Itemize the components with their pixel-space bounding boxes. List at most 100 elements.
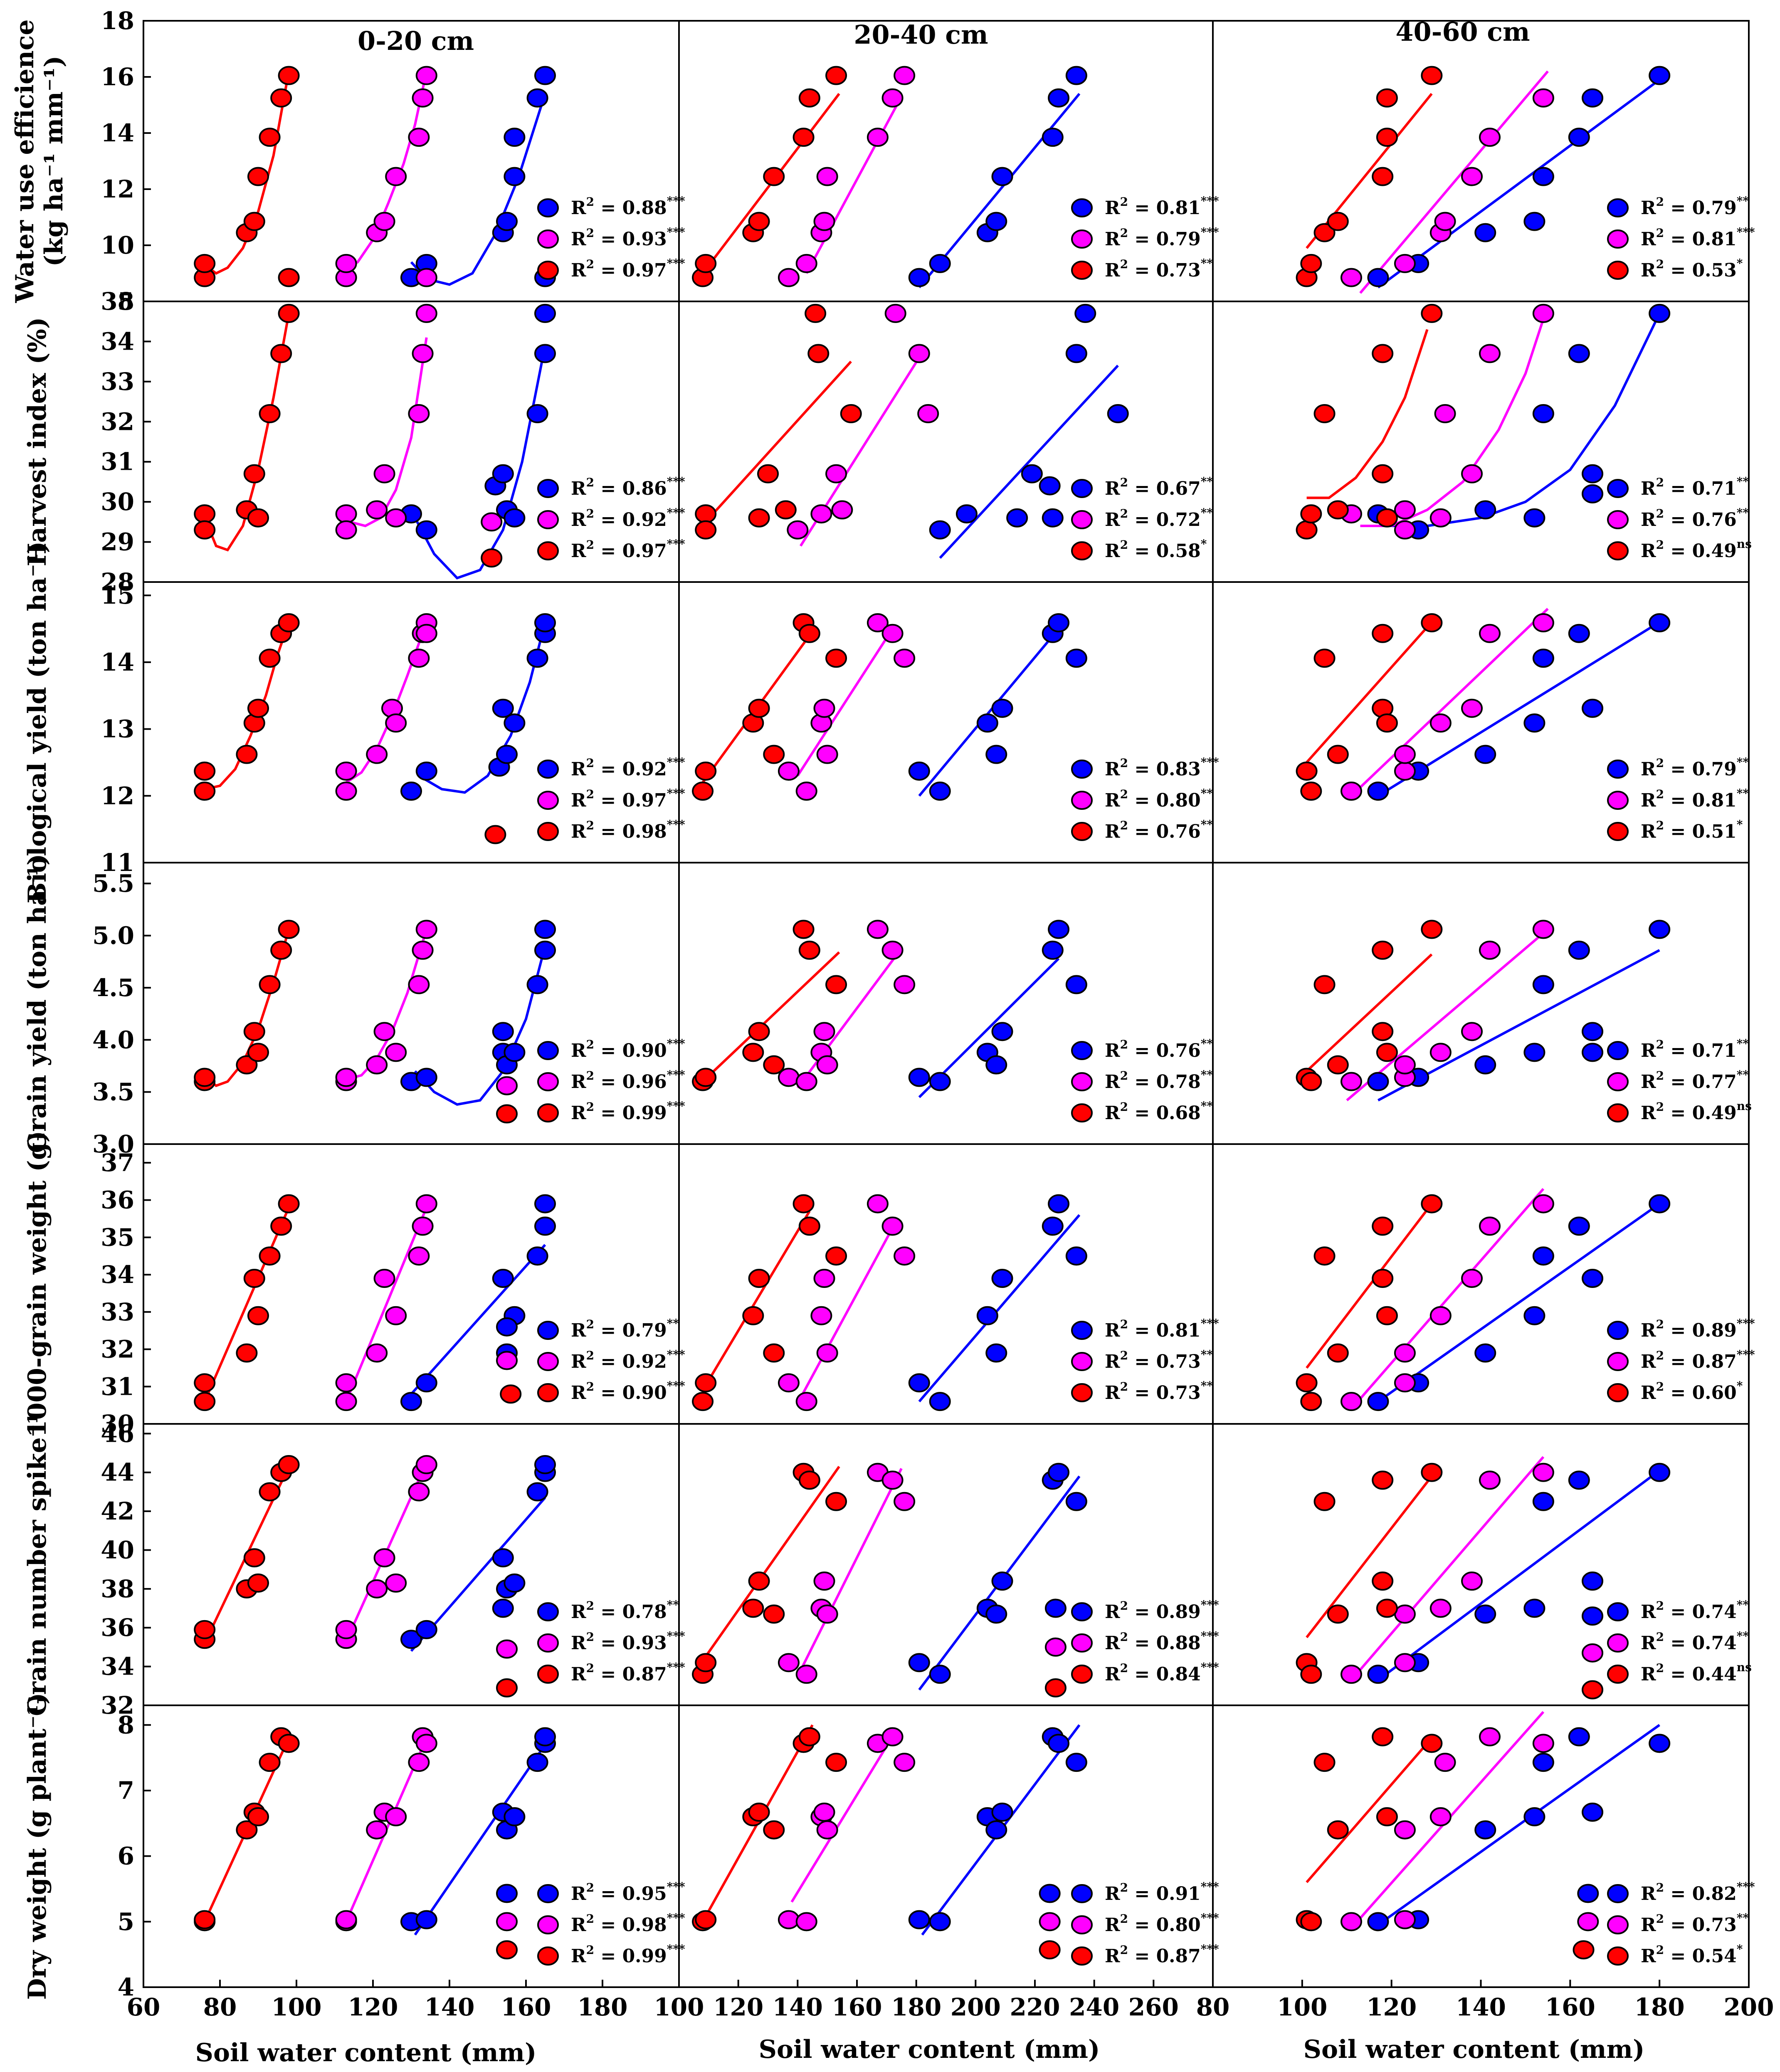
- r2-prefix: R: [571, 1883, 586, 1904]
- data-point-red: [695, 504, 717, 524]
- data-point-magenta: [366, 1343, 388, 1363]
- data-point-red: [1376, 1598, 1398, 1618]
- r2-value: = 0.78: [594, 1601, 667, 1623]
- data-point-magenta: [1479, 344, 1501, 363]
- data-point-red: [278, 1194, 300, 1214]
- y-tick-label-row-2: 13: [101, 715, 134, 743]
- r2-significance: ***: [667, 1348, 685, 1362]
- r2-prefix: R: [1105, 1664, 1120, 1685]
- data-point-blue: [985, 1343, 1007, 1363]
- r2-label-red: R2 = 0.98***: [571, 818, 685, 842]
- r2-significance: **: [1201, 1068, 1213, 1082]
- r2-significance: **: [1737, 755, 1749, 769]
- data-point-blue: [1582, 1571, 1604, 1591]
- data-point-blue: [1107, 404, 1129, 423]
- data-point-red: [748, 1803, 770, 1822]
- panel-frame-r5-c0: [143, 1423, 680, 1706]
- r2-square: 2: [1656, 787, 1664, 801]
- data-point-magenta: [1394, 1604, 1416, 1624]
- data-point-blue: [908, 1910, 930, 1929]
- data-point-red: [763, 167, 785, 186]
- data-point-red: [840, 404, 862, 423]
- r2-label-magenta: R2 = 0.80**: [1105, 787, 1213, 811]
- r2-square: 2: [586, 257, 594, 271]
- fit-line-blue: [418, 622, 546, 794]
- r2-label-blue: R2 = 0.89***: [1105, 1598, 1219, 1623]
- r2-significance: ***: [1201, 1942, 1219, 1956]
- x-axis-label-1: Soil water content (mm): [759, 2035, 1100, 2064]
- r2-significance: ***: [1737, 225, 1755, 239]
- data-point-blue: [504, 167, 526, 186]
- data-point-magenta: [408, 1246, 430, 1266]
- data-point-blue: [1568, 1470, 1590, 1490]
- data-point-blue: [534, 1194, 556, 1214]
- data-point-magenta: [1429, 1306, 1452, 1325]
- r2-significance: **: [1737, 1598, 1749, 1612]
- data-point-red: [270, 940, 292, 960]
- data-point-red: [1300, 504, 1322, 524]
- y-tick-label-row-6: 7: [118, 1776, 134, 1805]
- r2-square: 2: [1656, 226, 1664, 240]
- data-point-red: [1573, 1940, 1595, 1960]
- fit-line-red: [1306, 1475, 1433, 1638]
- data-point-magenta: [778, 1373, 800, 1393]
- r2-label-red: R2 = 0.49ns: [1641, 537, 1752, 562]
- r2-significance: **: [1201, 257, 1213, 270]
- data-point-blue: [534, 940, 556, 960]
- data-point-blue: [1649, 1194, 1671, 1214]
- r2-square: 2: [1656, 476, 1664, 489]
- r2-value: = 0.88: [594, 197, 667, 219]
- r2-square: 2: [1656, 507, 1664, 520]
- data-point-magenta: [1394, 500, 1416, 520]
- data-point-red: [194, 1068, 216, 1087]
- data-point-blue: [1582, 1803, 1604, 1822]
- data-point-red: [1372, 464, 1394, 483]
- r2-label-blue: R2 = 0.81***: [1105, 194, 1219, 219]
- data-point-blue: [526, 975, 548, 994]
- r2-prefix: R: [1641, 759, 1656, 780]
- data-point-blue: [1532, 1246, 1554, 1266]
- data-point-blue: [955, 504, 978, 524]
- r2-square: 2: [1656, 1380, 1664, 1394]
- data-point-magenta: [1532, 1194, 1554, 1214]
- data-point-red: [243, 1022, 265, 1041]
- legend-marker-magenta: [1071, 1072, 1093, 1091]
- r2-value: = 0.73: [1128, 1351, 1201, 1372]
- data-point-red: [1376, 1043, 1398, 1062]
- data-point-magenta: [1461, 464, 1483, 483]
- legend-marker-magenta: [1071, 1633, 1093, 1653]
- r2-label-blue: R2 = 0.95***: [571, 1880, 685, 1904]
- y-axis-label-row-2: Biological yield (ton ha⁻¹): [23, 541, 52, 903]
- r2-value: = 0.81: [1128, 197, 1201, 219]
- x-tick-label: 180: [577, 1993, 627, 2021]
- r2-significance: **: [1201, 818, 1213, 831]
- legend-marker-magenta: [1607, 1352, 1629, 1371]
- data-point-blue: [1065, 66, 1087, 85]
- data-point-blue: [534, 1455, 556, 1475]
- r2-prefix: R: [1641, 821, 1656, 842]
- fit-line-magenta: [345, 622, 428, 784]
- r2-prefix: R: [571, 197, 586, 219]
- data-point-red: [748, 698, 770, 718]
- data-point-magenta: [1479, 1470, 1501, 1490]
- r2-prefix: R: [1105, 197, 1120, 219]
- data-point-magenta: [366, 745, 388, 764]
- r2-significance: *: [1737, 257, 1743, 270]
- data-point-blue: [1042, 940, 1064, 960]
- data-point-magenta: [867, 613, 889, 633]
- r2-square: 2: [586, 1349, 594, 1362]
- r2-value: = 0.84: [1128, 1664, 1201, 1685]
- data-point-red: [695, 254, 717, 273]
- legend-marker-red: [1607, 1946, 1629, 1966]
- legend-marker-red: [1071, 1946, 1093, 1966]
- legend-marker-magenta: [537, 1915, 559, 1934]
- r2-prefix: R: [1105, 1351, 1120, 1372]
- r2-square: 2: [586, 1943, 594, 1957]
- y-tick-label-row-1: 32: [101, 407, 134, 436]
- data-point-magenta: [415, 66, 437, 85]
- fit-line-magenta: [796, 628, 894, 777]
- data-point-red: [259, 1482, 281, 1502]
- data-point-blue: [976, 713, 998, 733]
- r2-prefix: R: [1105, 1914, 1120, 1936]
- data-point-magenta: [1394, 761, 1416, 781]
